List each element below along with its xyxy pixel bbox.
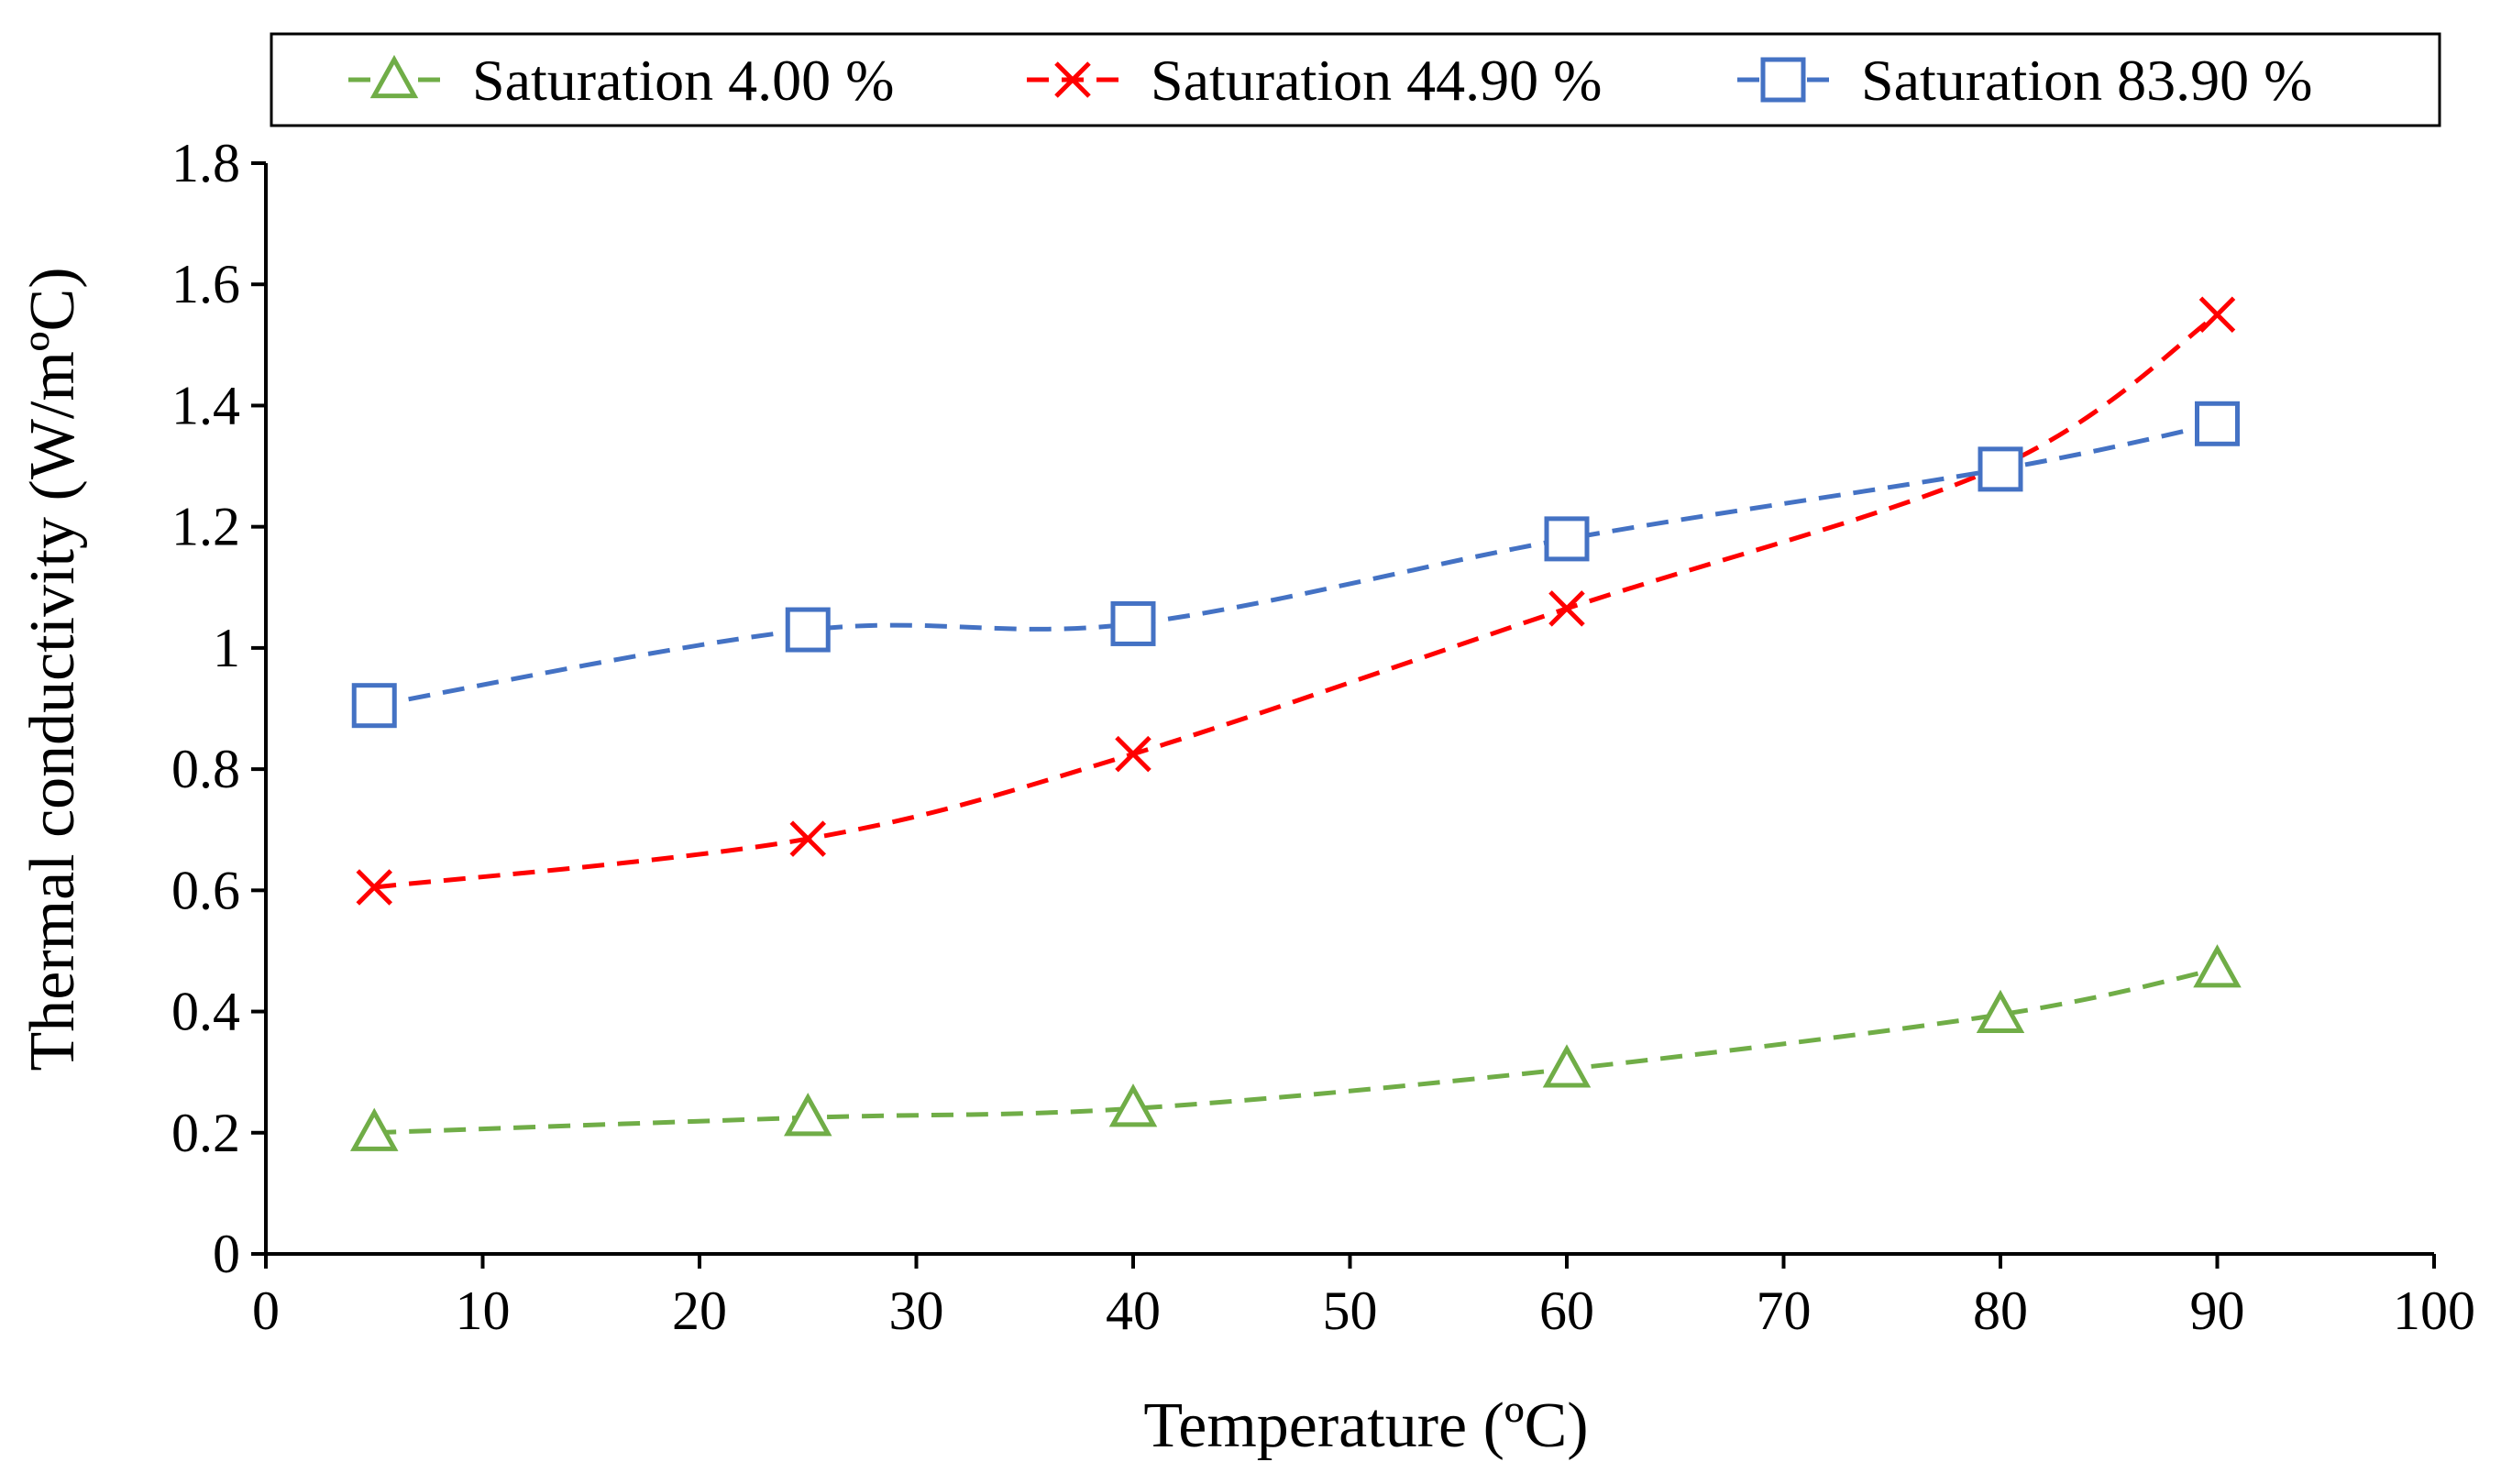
legend-box [270,32,2441,127]
y-tick-label: 0 [213,1224,240,1284]
data-point-series-2 [1548,590,1585,627]
y-tick-label: 0.2 [171,1103,240,1163]
y-tick-label: 0.8 [171,739,240,799]
x-tick-label: 80 [1973,1281,2028,1341]
y-tick-label: 1.4 [171,375,240,435]
series-line-1 [374,966,2219,1136]
y-tick-label: 1.6 [171,254,240,314]
y-tick-label: 0.4 [171,982,240,1042]
y-tick-label: 1 [213,618,240,678]
x-tick-label: 100 [2393,1281,2475,1341]
x-tick-label: 50 [1323,1281,1378,1341]
series-line-3 [373,421,2219,709]
x-tick-label: 0 [252,1281,280,1341]
x-tick-label: 60 [1539,1281,1594,1341]
data-point-series-2 [356,869,393,906]
data-point-series-1 [784,1093,832,1137]
data-point-series-2 [789,820,827,857]
legend-marker-1 [369,54,419,99]
x-tick-label: 10 [456,1281,511,1341]
data-point-series-2 [1115,735,1151,773]
data-point-series-3 [2195,401,2240,446]
legend-label-1: Saturation 4.00 % [472,48,894,113]
data-point-series-3 [351,683,397,729]
data-point-series-3 [1110,600,1156,646]
x-tick-label: 90 [2190,1281,2245,1341]
legend-label-3: Saturation 83.90 % [1861,48,2312,113]
data-point-series-2 [2198,296,2236,334]
x-axis-title: Temperature (ºC) [1143,1391,1588,1461]
data-point-series-1 [350,1107,399,1151]
series-line-2 [373,313,2219,890]
y-tick-label: 1.8 [171,133,240,193]
legend-marker-2 [1054,61,1091,98]
x-tick-label: 40 [1106,1281,1161,1341]
data-point-series-1 [1108,1083,1158,1127]
x-tick-label: 20 [672,1281,727,1341]
data-point-series-1 [1542,1044,1592,1088]
data-point-series-1 [1976,989,2025,1033]
x-tick-label: 30 [889,1281,944,1341]
y-tick-label: 0.6 [171,860,240,920]
data-point-series-3 [1544,516,1590,562]
y-axis-title: Thermal conductivity (W/mºC) [17,267,88,1071]
data-point-series-1 [2193,944,2242,988]
plot-area: 0 10 20 30 40 50 60 70 80 90 100 0 0.2 0.4 0.6 0.8 1 1.2 1… [171,133,2475,1341]
data-point-series-3 [1978,446,2023,492]
y-tick-label: 1.2 [171,497,240,557]
legend-marker-3 [1760,57,1806,103]
legend-items: Saturation 4.00 % Saturation 44.90 % Satur… [348,48,2312,113]
legend-label-2: Saturation 44.90 % [1151,48,1602,113]
x-tick-label: 70 [1757,1281,1812,1341]
data-point-series-3 [785,607,831,653]
legend: Saturation 4.00 % Saturation 44.90 % Satur… [270,32,2441,127]
